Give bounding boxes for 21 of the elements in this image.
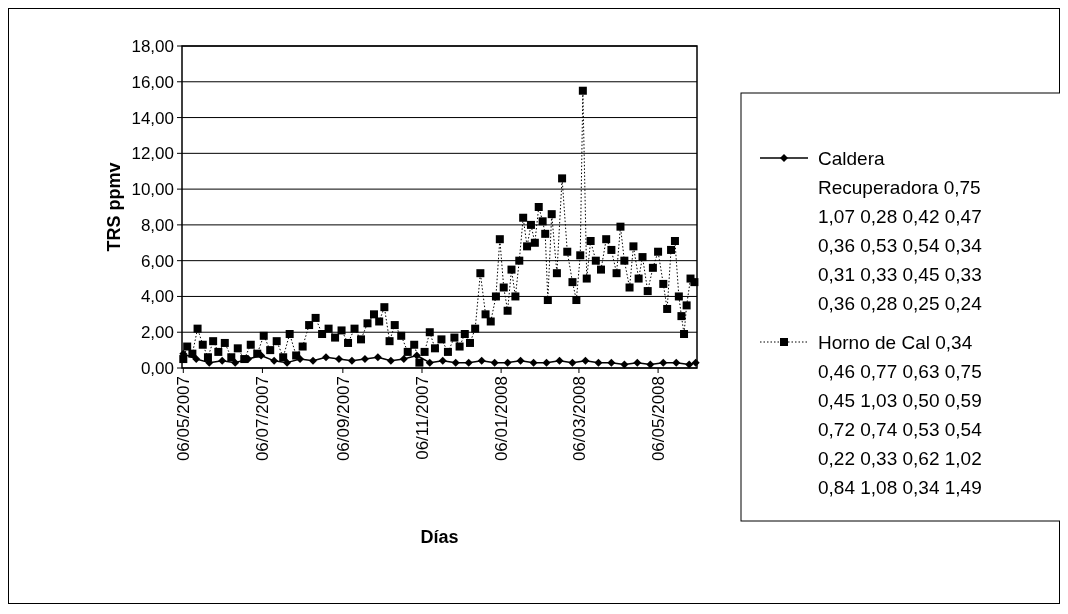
- y-tick-label: 2,00: [140, 323, 174, 343]
- y-tick-label: 0,00: [140, 358, 174, 378]
- x-axis-title: Días: [420, 527, 459, 547]
- x-tick-label: 06/09/2007: [333, 376, 353, 462]
- x-tick-label: 06/11/2007: [412, 376, 432, 460]
- x-tick-label: 06/03/2008: [569, 376, 589, 462]
- x-tick-label: 06/05/2007: [174, 376, 194, 462]
- legend-label: Horno de Cal 0,34 0,46 0,77 0,63 0,75 0,45 1,03 0,50 0,59 0,72 0,74 0,53 0,54 0,22 0,33 0,62 1,02 0,84 1,08 0,34 1,49: [818, 331, 983, 498]
- y-tick-label: 12,00: [131, 144, 174, 164]
- y-tick-label: 10,00: [131, 180, 174, 200]
- y-tick-label: 8,00: [140, 215, 174, 235]
- x-tick-label: 06/01/2008: [492, 376, 512, 462]
- legend-label: Caldera Recuperadora 0,75 1,07 0,28 0,42 0,47 0,36 0,53 0,54 0,34 0,31 0,33 0,45 0,33 0,36 0,28 0,25 0,24: [818, 147, 983, 314]
- y-axis-title: TRS ppmv: [104, 162, 124, 252]
- y-tick-label: 18,00: [131, 36, 174, 56]
- x-tick-label: 06/05/2008: [649, 376, 669, 462]
- y-tick-label: 14,00: [131, 108, 174, 128]
- x-tick-label: 06/07/2007: [253, 376, 273, 462]
- y-tick-label: 4,00: [140, 287, 174, 307]
- y-tick-label: 16,00: [131, 72, 174, 92]
- y-tick-label: 6,00: [140, 251, 174, 271]
